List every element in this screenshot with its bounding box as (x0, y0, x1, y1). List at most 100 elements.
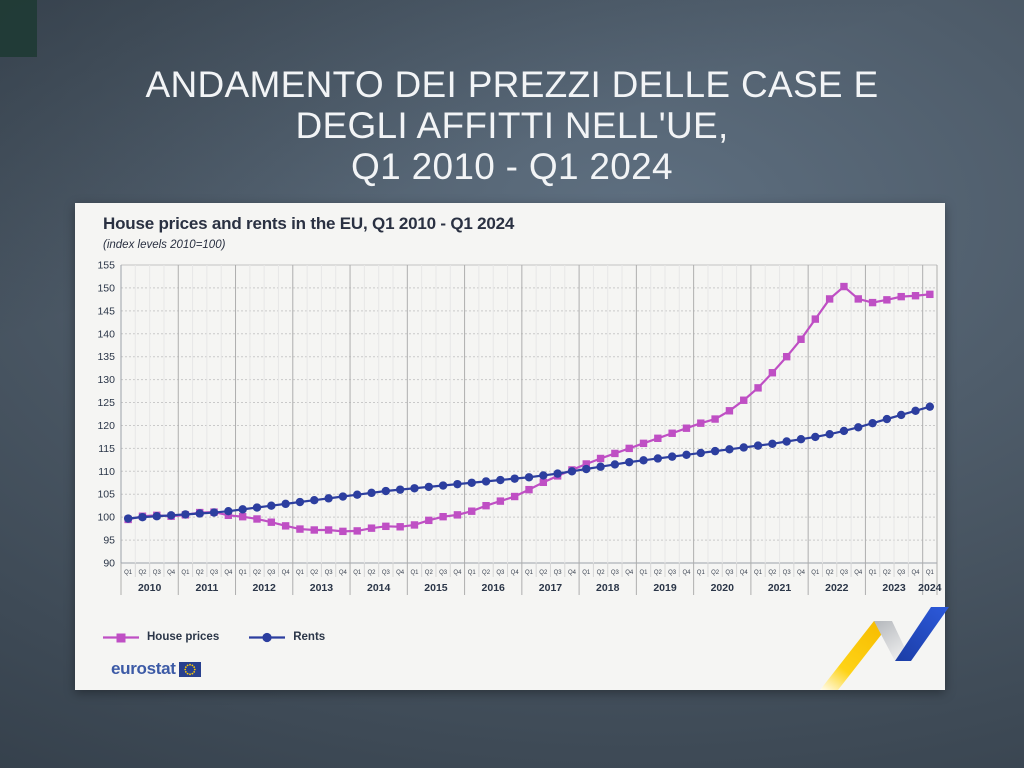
data-point (911, 292, 920, 300)
data-point (338, 492, 348, 501)
quarter-label: Q1 (869, 570, 878, 576)
quarter-label: Q1 (239, 570, 248, 576)
data-point (152, 512, 161, 521)
year-label: 2023 (882, 582, 906, 594)
year-label: 2018 (596, 582, 620, 594)
data-point (654, 434, 662, 442)
data-point (367, 524, 376, 532)
grid: 90 95 100 105 110 115 120 125 130 135 140 145 150 155 (97, 260, 938, 595)
quarter-label: Q4 (912, 570, 921, 576)
y-tick-label: 125 (97, 397, 115, 409)
data-point (295, 497, 305, 507)
data-point (725, 407, 734, 415)
data-point (582, 460, 590, 468)
data-point (524, 473, 534, 482)
data-point (682, 450, 691, 460)
quarter-label: Q1 (811, 570, 820, 576)
quarter-label: Q1 (697, 570, 706, 576)
year-label: 2014 (367, 582, 391, 594)
year-label: 2015 (424, 582, 448, 594)
data-point (682, 424, 691, 432)
data-point (796, 435, 806, 444)
data-point (438, 481, 448, 490)
data-point (811, 432, 820, 442)
quarter-label: Q4 (797, 570, 806, 576)
data-point (667, 452, 677, 461)
quarter-label: Q2 (138, 570, 147, 576)
legend-label: House prices (147, 631, 220, 643)
year-label: 2019 (653, 582, 677, 594)
y-tick-label: 155 (97, 260, 115, 272)
data-point (611, 449, 619, 458)
data-point (510, 492, 519, 501)
quarter-label: Q2 (883, 570, 892, 576)
quarter-label: Q3 (668, 570, 677, 576)
data-point (825, 429, 834, 439)
ribbon-blue-segment (895, 607, 949, 661)
data-point (697, 419, 705, 427)
year-label: 2011 (196, 582, 219, 594)
data-point (567, 467, 577, 476)
ribbon-yellow-segment (820, 621, 892, 690)
data-point (825, 295, 834, 303)
quarter-label: Q1 (353, 570, 362, 576)
quarter-label: Q3 (439, 570, 448, 576)
year-label: 2024 (918, 582, 942, 594)
data-point (711, 415, 719, 423)
data-point (897, 292, 905, 301)
y-tick-label: 145 (97, 305, 115, 317)
quarter-label: Q3 (496, 570, 505, 576)
data-point (353, 527, 361, 535)
data-point (181, 510, 190, 519)
data-point (782, 352, 791, 361)
data-point (367, 488, 376, 498)
quarter-label: Q3 (153, 570, 162, 576)
chart-title: House prices and rents in the EU, Q1 201… (103, 214, 515, 233)
quarter-label: Q2 (253, 570, 262, 576)
data-point (696, 448, 705, 458)
quarter-label: Q1 (525, 570, 534, 576)
legend-item-rents: Rents (249, 631, 325, 643)
data-point (123, 514, 133, 523)
data-point (840, 282, 848, 291)
data-point (926, 290, 934, 299)
data-point (424, 482, 433, 492)
data-point (883, 296, 891, 304)
data-point (353, 490, 362, 499)
quarter-label: Q2 (539, 570, 548, 576)
quarter-label: Q2 (368, 570, 377, 576)
slide-title-line-1: ANDAMENTO DEI PREZZI DELLE CASE E (145, 64, 879, 105)
data-point (868, 298, 877, 307)
quarter-label: Q4 (625, 570, 634, 576)
quarter-label: Q4 (339, 570, 348, 576)
line-chart: 90 95 100 105 110 115 120 125 130 135 140 145 150 155… (97, 260, 942, 595)
data-point (410, 484, 419, 493)
series-rents (123, 402, 935, 523)
data-point (209, 508, 219, 517)
quarter-label: Q1 (754, 570, 763, 576)
legend-item-house-prices: House prices (103, 631, 219, 643)
data-point (224, 506, 233, 516)
data-point (739, 443, 748, 452)
data-point (740, 396, 748, 404)
quarter-label: Q2 (654, 570, 663, 576)
data-point (396, 523, 404, 531)
chart-legend: House prices Rents (103, 631, 325, 643)
data-point (539, 471, 548, 480)
data-point (768, 439, 777, 448)
data-point (668, 429, 676, 437)
data-point (310, 526, 318, 534)
data-point (195, 509, 204, 518)
y-tick-label: 150 (97, 282, 115, 294)
year-label: 2010 (138, 582, 162, 594)
data-point (782, 437, 791, 446)
quarter-label: Q2 (310, 570, 319, 576)
x-axis-labels: Q1 Q2 Q3 Q4 2010 Q1 Q2 Q3 Q4 2011 Q1 Q2 Q3 Q4 2012 Q1 Q2… (124, 570, 942, 594)
data-point (882, 414, 892, 424)
quarter-label: Q4 (740, 570, 749, 576)
data-point (482, 501, 490, 510)
data-point (281, 522, 290, 530)
quarter-label: Q4 (453, 570, 462, 576)
data-point (725, 445, 734, 454)
